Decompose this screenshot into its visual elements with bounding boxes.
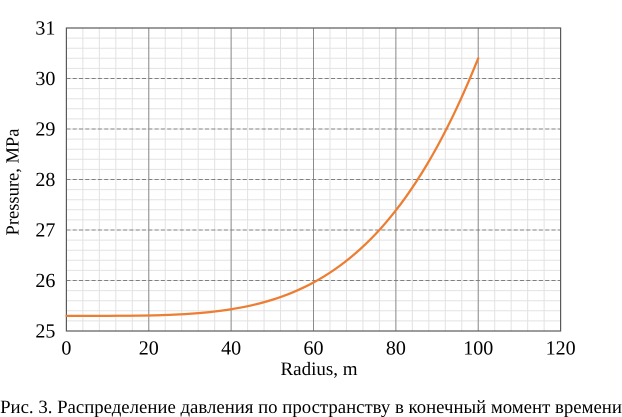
svg-text:29: 29 (35, 119, 55, 141)
svg-text:28: 28 (35, 169, 55, 191)
svg-text:31: 31 (35, 18, 55, 40)
svg-text:60: 60 (304, 338, 324, 360)
svg-text:20: 20 (139, 338, 159, 360)
svg-text:100: 100 (463, 338, 493, 360)
svg-text:80: 80 (386, 338, 406, 360)
svg-text:30: 30 (35, 68, 55, 90)
svg-text:26: 26 (35, 270, 55, 292)
svg-text:0: 0 (61, 338, 71, 360)
svg-text:27: 27 (35, 220, 55, 242)
svg-text:120: 120 (546, 338, 576, 360)
svg-text:25: 25 (35, 321, 55, 343)
svg-text:40: 40 (221, 338, 241, 360)
